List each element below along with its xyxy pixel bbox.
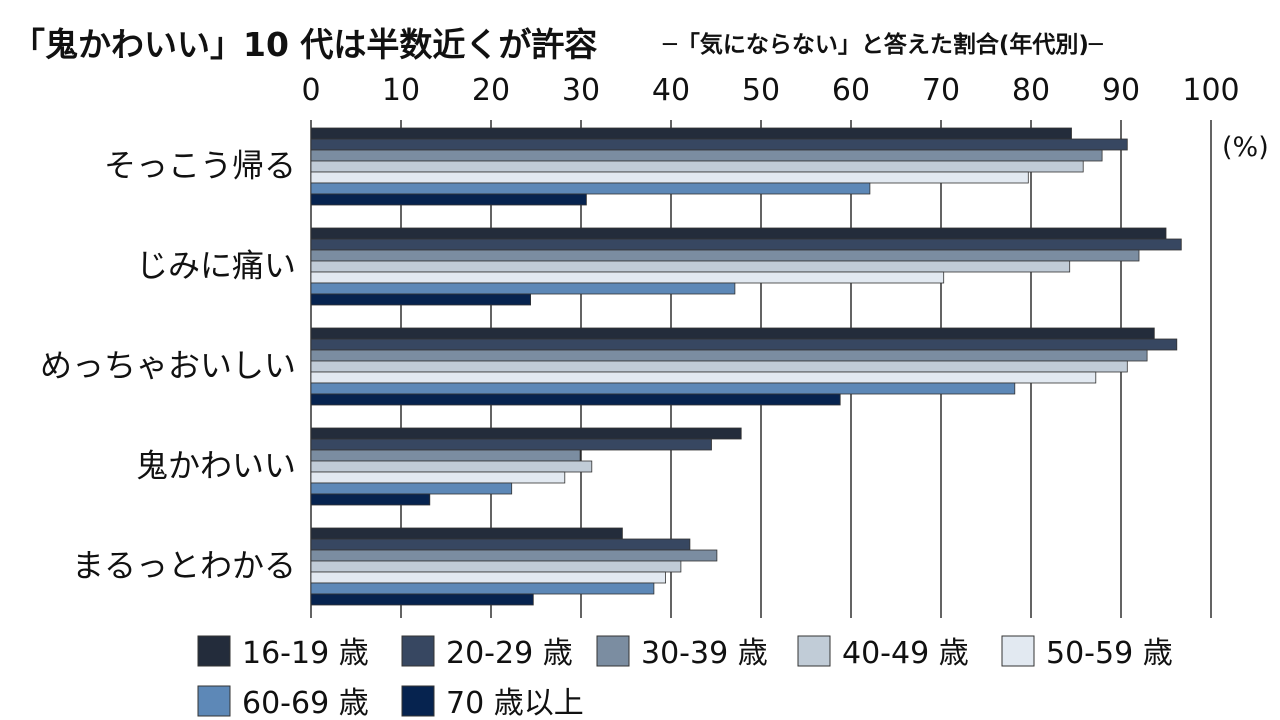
legend-swatch: [797, 635, 831, 667]
bar: [310, 371, 1097, 384]
legend: 16-19 歳 20-29 歳 30-39 歳 40-49 歳 50-59 歳 60-69…: [197, 635, 1173, 720]
bar: [310, 349, 1148, 362]
bar: [310, 571, 667, 584]
chart-title: 「鬼かわいい」10 代は半数近くが許容: [12, 25, 597, 64]
bar: [310, 227, 1167, 240]
bar: [310, 282, 736, 295]
bar: [310, 582, 655, 595]
legend-label: 50-59 歳: [1046, 636, 1173, 671]
bar: [310, 293, 532, 306]
legend-swatch: [401, 685, 435, 717]
legend-label: 30-39 歳: [641, 636, 768, 671]
bar: [310, 249, 1140, 262]
legend-label: 70 歳以上: [446, 686, 584, 720]
x-axis-ticks: 0 10 20 30 40 50 60 70 80 90 100: [301, 73, 1239, 108]
category-label: めっちゃおいしい: [40, 347, 296, 385]
legend-item: 70 歳以上: [401, 685, 584, 720]
unit-label: (%): [1222, 132, 1269, 163]
legend-item: 60-69 歳: [197, 685, 369, 720]
legend-swatch: [596, 635, 630, 667]
bar: [310, 149, 1103, 162]
bar: [310, 160, 1084, 173]
x-tick-label: 100: [1182, 73, 1239, 108]
bar: [310, 127, 1072, 140]
x-tick-label: 90: [1102, 73, 1140, 108]
legend-swatch: [1001, 635, 1035, 667]
bar: [310, 271, 945, 284]
bar: [310, 193, 587, 206]
x-tick-label: 80: [1012, 73, 1050, 108]
legend-label: 40-49 歳: [842, 636, 969, 671]
x-tick-label: 60: [832, 73, 870, 108]
bars: [310, 127, 1182, 606]
bar: [310, 171, 1029, 184]
bar: [310, 460, 593, 473]
bar: [310, 449, 581, 462]
category-label: まるっとわかる: [72, 547, 296, 585]
legend-swatch: [197, 635, 231, 667]
legend-label: 16-19 歳: [242, 636, 369, 671]
bar: [310, 327, 1155, 340]
bar: [310, 427, 742, 440]
bar: [310, 471, 566, 484]
bar: [310, 238, 1182, 251]
legend-item: 50-59 歳: [1001, 635, 1173, 671]
legend-label: 60-69 歳: [242, 686, 369, 720]
legend-item: 16-19 歳: [197, 635, 369, 671]
bar: [310, 482, 513, 495]
legend-swatch: [401, 635, 435, 667]
bar: [310, 260, 1071, 273]
category-label: そっこう帰る: [104, 147, 296, 185]
bar: [310, 393, 841, 406]
x-tick-label: 50: [742, 73, 780, 108]
bar: [310, 138, 1128, 151]
bar: [310, 493, 431, 506]
bar: [310, 338, 1178, 351]
bar: [310, 382, 1016, 395]
legend-item: 20-29 歳: [401, 635, 573, 671]
category-label: じみに痛い: [136, 247, 296, 285]
bar: [310, 438, 712, 451]
bar: [310, 360, 1128, 373]
legend-label: 20-29 歳: [446, 636, 573, 671]
chart-subtitle: ─「気にならない」と答えた割合(年代別)─: [662, 31, 1104, 58]
x-tick-label: 10: [382, 73, 420, 108]
x-tick-label: 30: [562, 73, 600, 108]
legend-item: 40-49 歳: [797, 635, 969, 671]
category-label: 鬼かわいい: [136, 447, 296, 485]
legend-item: 30-39 歳: [596, 635, 768, 671]
bar: [310, 549, 718, 562]
x-tick-label: 40: [652, 73, 690, 108]
legend-swatch: [197, 685, 231, 717]
x-tick-label: 20: [472, 73, 510, 108]
bar: [310, 182, 871, 195]
bar: [310, 560, 682, 573]
bar: [310, 593, 534, 606]
bar: [310, 538, 691, 551]
bar: [310, 527, 623, 540]
x-tick-label: 0: [301, 73, 320, 108]
x-tick-label: 70: [922, 73, 960, 108]
